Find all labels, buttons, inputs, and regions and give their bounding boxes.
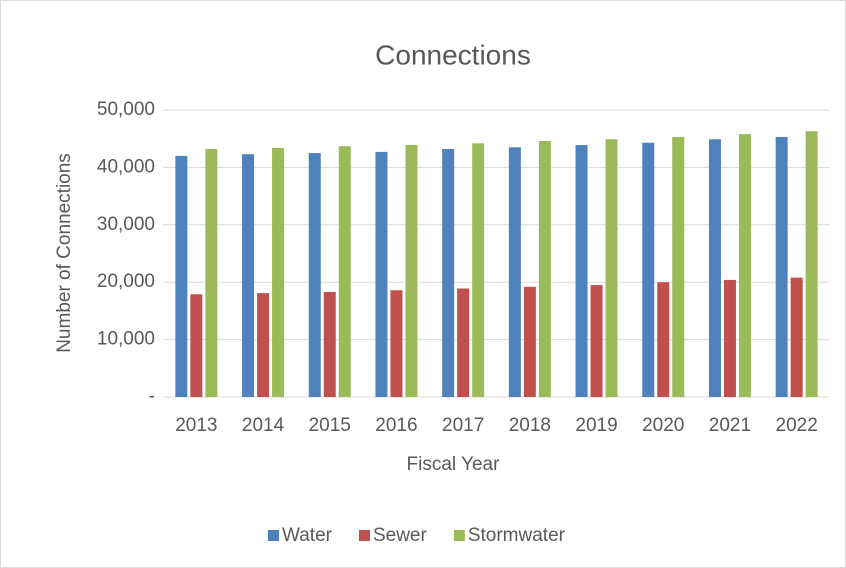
bar xyxy=(308,153,321,397)
legend-swatch xyxy=(268,530,279,541)
bar xyxy=(775,136,788,397)
bar xyxy=(738,134,751,397)
x-tick-label: 2022 xyxy=(776,415,818,436)
legend-swatch xyxy=(453,530,465,541)
bar xyxy=(457,288,470,397)
bar xyxy=(375,151,388,397)
bar xyxy=(575,145,588,397)
x-tick-label: 2019 xyxy=(575,415,617,436)
y-tick-label: 20,000 xyxy=(97,271,155,292)
y-tick-label: 50,000 xyxy=(97,99,155,120)
bar xyxy=(257,293,270,397)
bar xyxy=(538,140,551,397)
bar xyxy=(642,142,655,397)
legend-swatch xyxy=(358,530,370,541)
bar xyxy=(672,136,685,397)
bar xyxy=(242,154,255,397)
x-tick-label: 2013 xyxy=(175,415,217,436)
bar xyxy=(323,291,336,397)
bar xyxy=(590,285,603,397)
bar xyxy=(190,294,203,397)
bar xyxy=(790,277,803,397)
bar xyxy=(442,149,455,397)
x-tick-label: 2014 xyxy=(242,415,285,436)
bar xyxy=(338,146,351,397)
x-tick-label: 2016 xyxy=(375,415,417,436)
legend-label: Water xyxy=(282,525,333,546)
x-tick-label: 2018 xyxy=(509,415,551,436)
legend-label: Stormwater xyxy=(468,525,566,546)
bar xyxy=(508,147,521,397)
x-tick-label: 2017 xyxy=(442,415,484,436)
bar xyxy=(708,139,721,398)
bar xyxy=(657,282,670,397)
x-axis-title: Fiscal Year xyxy=(407,454,501,475)
bar xyxy=(472,143,485,397)
bar xyxy=(405,145,418,397)
bar xyxy=(723,279,736,397)
y-tick-label: 30,000 xyxy=(97,214,155,235)
y-tick-label: - xyxy=(149,386,155,407)
y-tick-label: 40,000 xyxy=(97,156,155,177)
bar xyxy=(390,290,403,397)
chart-title: Connections xyxy=(375,39,531,70)
x-tick-label: 2021 xyxy=(709,415,751,436)
x-tick-label: 2020 xyxy=(642,415,684,436)
bar xyxy=(605,139,618,398)
y-tick-label: 10,000 xyxy=(97,329,155,350)
bar xyxy=(205,149,218,397)
bar xyxy=(523,286,536,397)
bar xyxy=(805,131,818,397)
legend-label: Sewer xyxy=(373,525,428,546)
x-tick-label: 2015 xyxy=(309,415,351,436)
bar xyxy=(272,147,285,397)
bar xyxy=(175,155,188,397)
y-axis-title: Number of Connections xyxy=(54,153,75,353)
